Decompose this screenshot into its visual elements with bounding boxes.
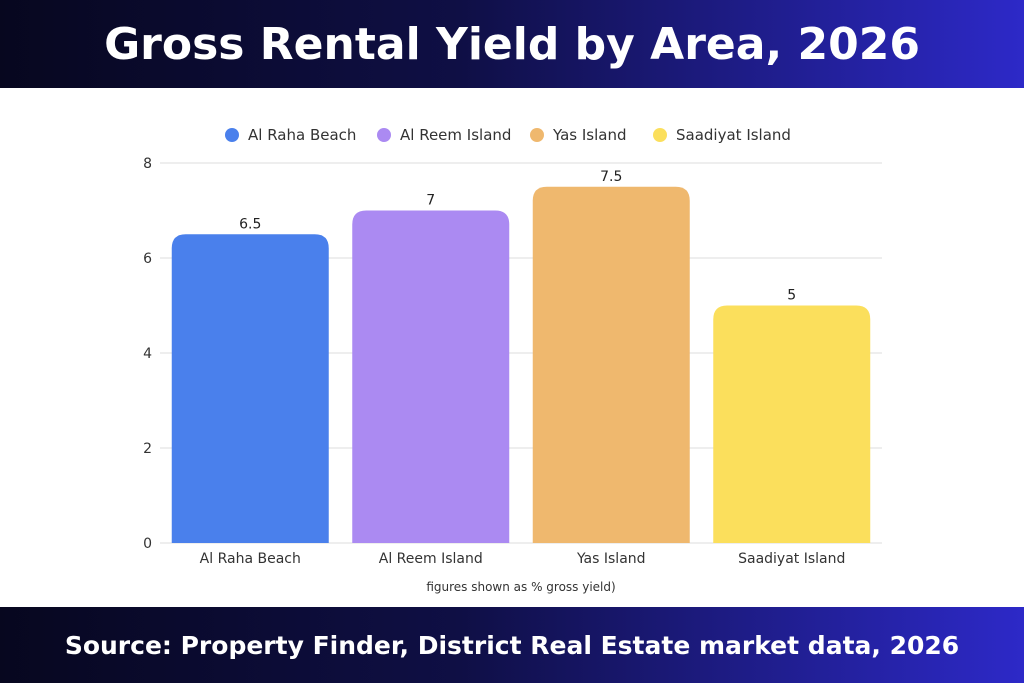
axis-note: figures shown as % gross yield) xyxy=(426,580,615,594)
legend-swatch xyxy=(653,128,667,142)
y-tick-label: 8 xyxy=(143,156,152,172)
bar-al-raha-beach xyxy=(171,234,329,543)
y-tick-label: 4 xyxy=(143,346,152,362)
bar-value-label: 5 xyxy=(787,288,796,304)
bar-value-label: 7.5 xyxy=(600,169,622,185)
labels: 0 2 4 6 8 6.5 Al Raha Beach 7 Al Reem Island 7.5 Y… xyxy=(143,156,845,567)
legend-item-label: Al Reem Island xyxy=(400,126,511,144)
y-tick-label: 0 xyxy=(143,536,152,552)
bar-chart: Al Raha Beach Al Reem Island Yas Island Saa… xyxy=(143,126,882,594)
bar-value-label: 6.5 xyxy=(239,216,261,232)
x-category-label: Yas Island xyxy=(576,551,646,567)
legend: Al Raha Beach Al Reem Island Yas Island Saa… xyxy=(225,126,791,144)
legend-swatch xyxy=(530,128,544,142)
x-category-label: Saadiyat Island xyxy=(738,551,845,567)
legend-item-label: Saadiyat Island xyxy=(676,126,791,144)
bars xyxy=(171,186,871,543)
source-caption: Source: Property Finder, District Real E… xyxy=(0,607,1024,683)
x-category-label: Al Reem Island xyxy=(379,551,483,567)
bar-al-reem-island xyxy=(352,210,510,543)
bar-saadiyat-island xyxy=(713,305,871,543)
y-tick-label: 2 xyxy=(143,441,152,457)
bar-value-label: 7 xyxy=(426,193,435,209)
legend-item-label: Al Raha Beach xyxy=(248,126,356,144)
legend-swatch xyxy=(377,128,391,142)
chart-title: Gross Rental Yield by Area, 2026 xyxy=(0,0,1024,88)
x-category-label: Al Raha Beach xyxy=(200,551,301,567)
bar-yas-island xyxy=(532,186,690,543)
y-tick-label: 6 xyxy=(143,251,152,267)
legend-swatch xyxy=(225,128,239,142)
legend-item-label: Yas Island xyxy=(552,126,627,144)
